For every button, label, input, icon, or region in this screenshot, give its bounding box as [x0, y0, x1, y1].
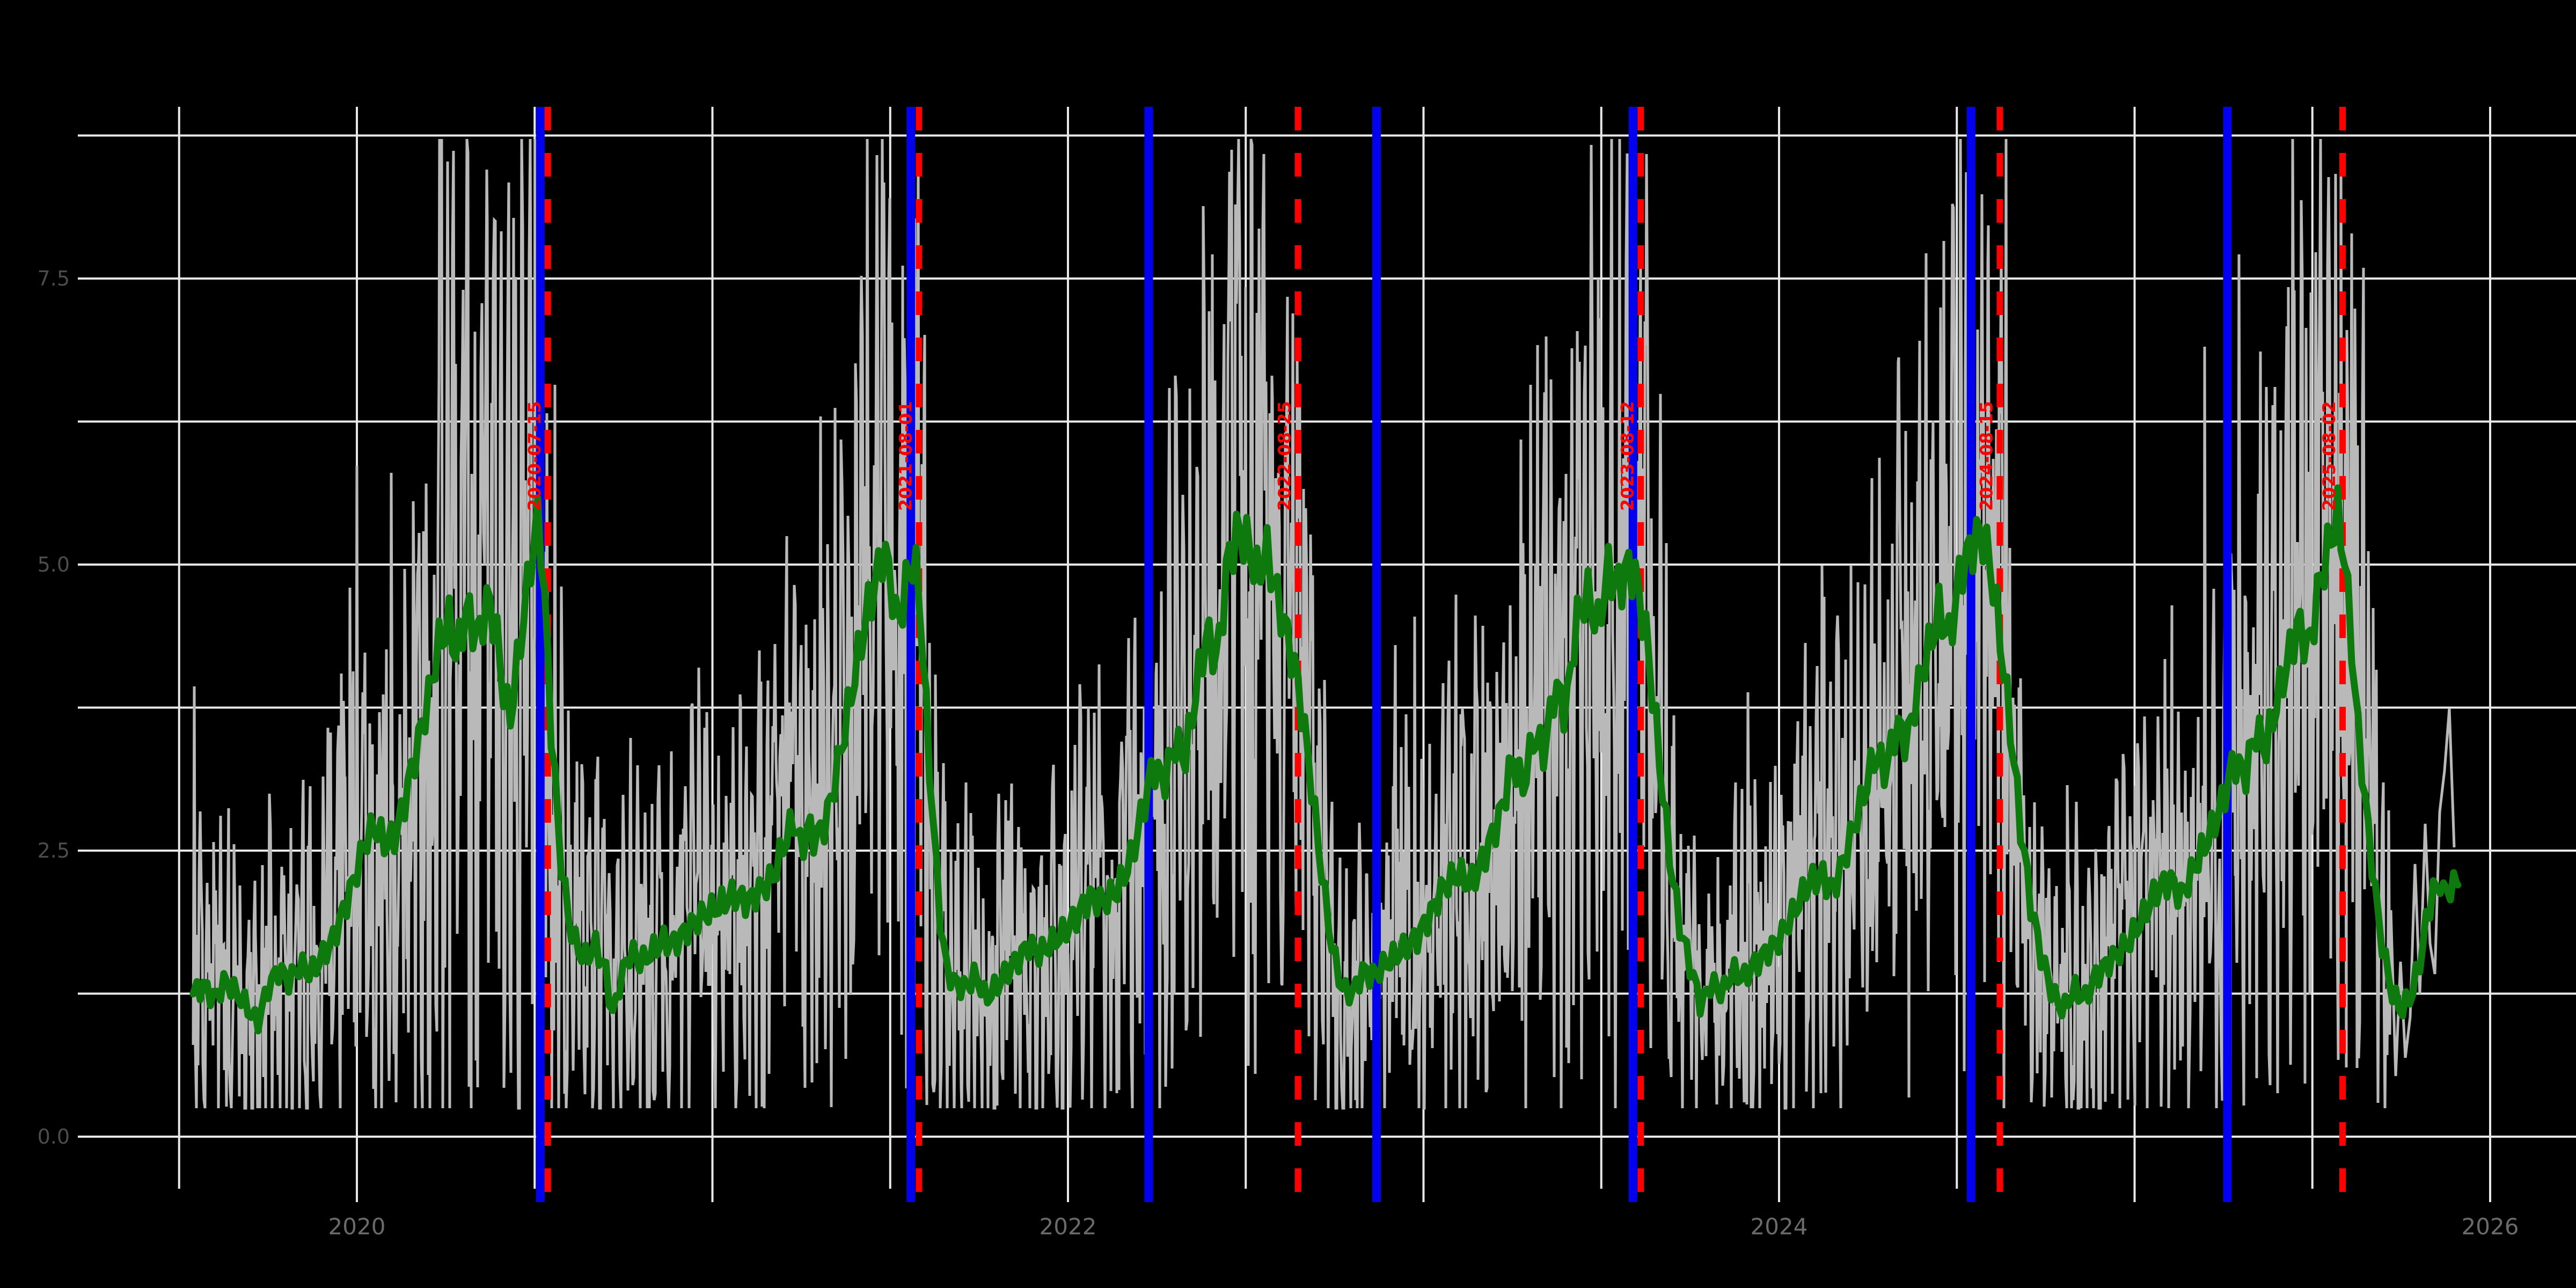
y-tick-label: 5.0	[38, 553, 70, 576]
y-tick-label: 7.5	[38, 267, 70, 290]
event-date-label: 2021-08-01	[895, 401, 916, 511]
event-date-label: 2023-08-12	[1617, 401, 1637, 511]
y-tick-label: 2.5	[38, 839, 70, 862]
y-tick-label: 0.0	[38, 1125, 70, 1148]
event-date-label: 2024-08-15	[1976, 401, 1996, 511]
event-date-label: 2025-08-02	[2319, 401, 2339, 511]
smoothed-series-line	[189, 484, 2462, 1035]
event-date-label: 2022-08-25	[1275, 401, 1295, 511]
x-tick-label: 2020	[328, 1213, 386, 1240]
x-tick-label: 2022	[1040, 1213, 1097, 1240]
event-date-label: 2020-07-15	[524, 401, 545, 511]
x-tick-label: 2024	[1751, 1213, 1808, 1240]
x-tick-label: 2026	[2462, 1213, 2519, 1240]
